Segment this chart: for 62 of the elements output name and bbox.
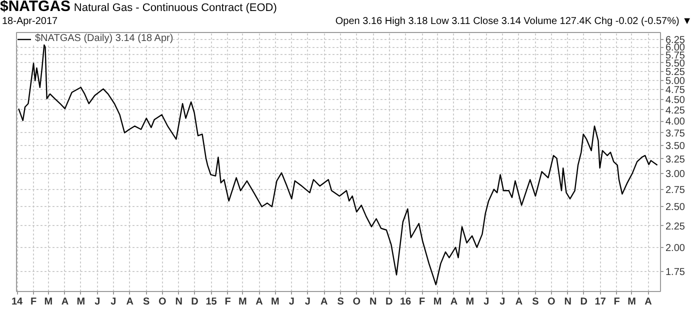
x-tick-label: N: [175, 296, 182, 308]
x-tick-label: D: [385, 296, 393, 308]
x-tick-label: M: [44, 296, 53, 308]
x-tick-label: M: [271, 296, 280, 308]
y-tick-label: 5.00: [666, 76, 686, 87]
text: Open 3.16 High 3.18 Low 3.11 Close 3.14 Volume 127.4K Chg -0.02 (-0.57%) ▼: [335, 15, 692, 29]
x-tick-label: S: [337, 296, 344, 308]
x-tick-label: D: [191, 296, 198, 308]
x-tick-label: 17: [594, 296, 606, 308]
y-tick-label: 5.50: [666, 58, 686, 70]
line-series: [18, 44, 658, 286]
x-tick-label: F: [419, 296, 426, 308]
y-tick-label: 4.50: [666, 95, 686, 106]
y-tick-label: 3.50: [666, 140, 686, 152]
x-tick-label: A: [61, 296, 69, 308]
x-tick-label: J: [288, 296, 294, 308]
x-tick-label: O: [158, 296, 166, 308]
x-tick-label: N: [564, 296, 572, 308]
x-tick-label: J: [500, 296, 506, 308]
x-tick-label: M: [76, 296, 86, 308]
x-tick-label: 14: [11, 296, 24, 308]
x-tick-label: A: [644, 296, 652, 308]
x-tick-label: J: [110, 296, 116, 308]
y-tick-label: 2.75: [666, 184, 686, 196]
y-tick-label: 1.75: [666, 267, 686, 278]
x-tick-label: M: [466, 296, 474, 308]
x-tick-label: O: [548, 296, 556, 308]
y-tick-label: 3.00: [666, 168, 686, 180]
text: 18-Apr-2017: [1, 15, 58, 29]
x-tick-label: S: [143, 296, 150, 308]
y-tick-label: 3.75: [666, 128, 686, 140]
y-tick-label: 2.25: [666, 221, 686, 232]
y-tick-label: 4.75: [666, 85, 686, 96]
x-tick-label: N: [369, 296, 377, 308]
x-tick-label: D: [580, 296, 588, 308]
x-tick-label: A: [126, 296, 134, 308]
x-tick-label: A: [515, 296, 523, 308]
x-tick-label: F: [614, 296, 620, 308]
x-tick-label: A: [450, 296, 458, 308]
x-tick-label: J: [94, 296, 100, 308]
chart-subtitle: Natural Gas - Continuous Contract (EOD): [74, 2, 277, 14]
y-tick-label: 2.50: [666, 202, 686, 214]
x-tick-label: A: [256, 296, 263, 308]
chart-title: $NATGAS: [0, 0, 71, 15]
y-tick-label: 5.25: [666, 66, 686, 78]
y-tick-label: 2.00: [666, 242, 686, 254]
y-tick-label: 4.00: [666, 116, 686, 128]
x-tick-label: J: [304, 296, 310, 308]
x-tick-label: S: [532, 296, 540, 308]
x-tick-label: O: [352, 296, 361, 308]
x-tick-label: J: [484, 296, 490, 308]
x-tick-label: M: [433, 296, 442, 308]
x-tick-label: F: [224, 296, 231, 308]
x-tick-label: M: [238, 296, 247, 308]
y-tick-label: 3.25: [666, 154, 686, 166]
x-tick-label: 16: [400, 296, 412, 308]
x-tick-label: F: [30, 296, 37, 308]
y-tick-label: 4.25: [666, 105, 686, 116]
x-tick-label: A: [320, 296, 328, 308]
x-tick-label: 15: [206, 296, 218, 308]
legend-label: $NATGAS (Daily) 3.14 (18 Apr): [35, 33, 174, 44]
x-tick-label: M: [628, 296, 636, 308]
